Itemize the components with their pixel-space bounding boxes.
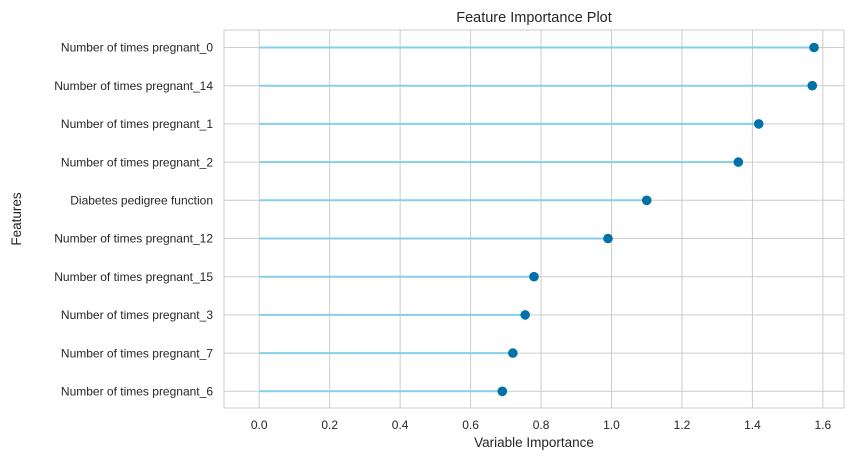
x-tick-labels: 0.0 0.2 0.4 0.6 0.8 1.0 1.2 1.4 1.6 [251, 418, 832, 432]
y-tick-label: Number of times pregnant_12 [54, 232, 213, 246]
importance-point [809, 42, 819, 53]
y-tick-label: Number of times pregnant_3 [61, 308, 213, 322]
chart-title: Feature Importance Plot [456, 10, 612, 26]
y-tick-label: Number of times pregnant_1 [61, 117, 213, 131]
x-tick-label: 1.4 [744, 418, 761, 432]
x-tick-label: 1.6 [815, 418, 832, 432]
importance-point [497, 386, 508, 397]
importance-point [508, 348, 518, 358]
x-tick-label: 0.4 [392, 418, 409, 432]
x-tick-label: 0.2 [321, 418, 338, 432]
y-tick-label: Number of times pregnant_2 [61, 155, 213, 169]
importance-point [529, 271, 539, 282]
importance-point [733, 157, 744, 167]
x-tick-label: 1.0 [603, 418, 620, 432]
x-axis-label: Variable Importance [474, 435, 594, 450]
x-tick-label: 0.6 [462, 418, 479, 432]
y-axis-label: Features [9, 192, 24, 246]
importance-point [603, 233, 613, 244]
y-tick-label: Number of times pregnant_15 [54, 270, 213, 284]
importance-point [753, 119, 764, 129]
importance-point [807, 80, 818, 91]
x-tick-label: 1.2 [674, 418, 691, 432]
x-tick-label: 0.0 [251, 418, 268, 432]
importance-point [641, 195, 652, 206]
x-tick-label: 0.8 [533, 418, 550, 432]
importance-point [520, 310, 530, 320]
marks-layer [259, 42, 819, 397]
y-tick-label: Diabetes pedigree function [70, 194, 213, 208]
y-tick-label: Number of times pregnant_6 [61, 385, 213, 399]
y-tick-label: Number of times pregnant_0 [61, 41, 213, 55]
plot-frame [223, 29, 845, 409]
y-tick-label: Number of times pregnant_14 [54, 79, 213, 93]
y-tick-label: Number of times pregnant_7 [61, 346, 213, 360]
y-tick-labels: Number of times pregnant_0 Number of time… [54, 41, 213, 399]
